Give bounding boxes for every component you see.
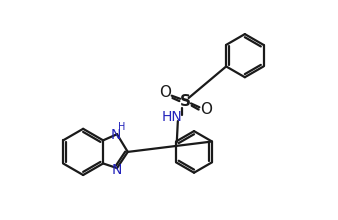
Text: O: O — [200, 102, 212, 117]
Text: N: N — [110, 128, 121, 142]
Text: HN: HN — [162, 110, 183, 124]
Text: S: S — [180, 94, 191, 109]
Text: N: N — [112, 163, 122, 177]
Text: O: O — [159, 85, 171, 100]
Text: H: H — [118, 122, 125, 132]
